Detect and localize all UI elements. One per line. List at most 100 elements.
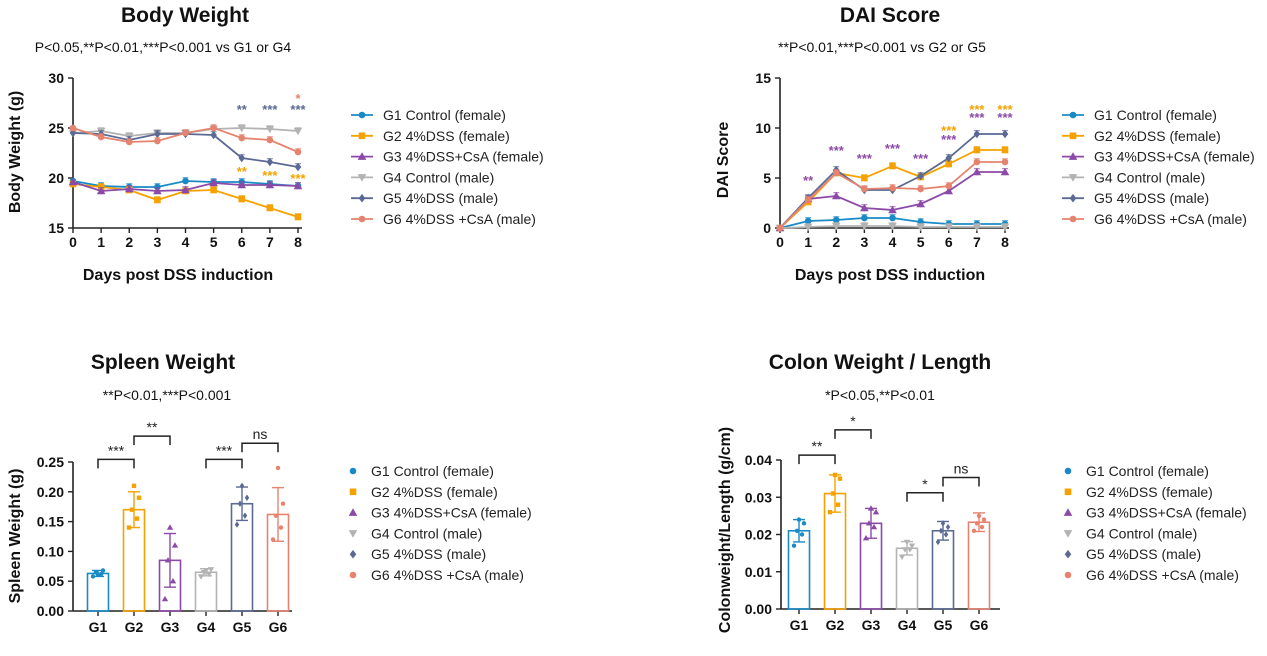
legend-marker — [1064, 488, 1072, 496]
legend-marker — [1063, 530, 1073, 538]
data-point — [832, 216, 840, 224]
data-point — [945, 182, 953, 190]
data-point — [972, 167, 982, 176]
data-point — [1000, 223, 1010, 232]
data-point — [945, 153, 953, 163]
data-point — [776, 224, 784, 232]
legend-entry: G3 4%DSS+CsA (female) — [383, 149, 544, 165]
data-point — [205, 571, 213, 578]
significance-bracket — [942, 476, 980, 487]
legend-entry: G1 Control (female) — [383, 107, 506, 123]
data-point — [238, 134, 246, 142]
y-tick-label: 0.03 — [745, 489, 772, 505]
data-point — [96, 186, 106, 195]
legend-marker — [1068, 174, 1078, 182]
x-tick-label: 1 — [804, 234, 812, 250]
data-point — [917, 171, 924, 181]
significance-label: *** — [885, 141, 901, 156]
legend-marker — [349, 549, 357, 559]
significance-label: *** — [290, 171, 306, 186]
significance-bracket — [241, 442, 279, 453]
data-point — [976, 513, 982, 519]
data-point — [129, 507, 135, 512]
data-point — [916, 199, 925, 208]
y-tick-label: 0.15 — [37, 514, 64, 530]
legend-entry: G6 4%DSS +CsA (male) — [383, 211, 536, 227]
significance-label: ns — [954, 461, 969, 477]
data-point — [973, 129, 981, 139]
bar — [895, 547, 919, 610]
data-point — [124, 184, 134, 193]
significance-label: * — [922, 476, 928, 492]
data-point — [181, 185, 190, 194]
chart-title: Spleen Weight — [91, 351, 235, 374]
chart-title: Colon Weight / Length — [769, 351, 991, 374]
significance-label: *** — [262, 102, 278, 117]
y-tick-label: 15 — [755, 70, 771, 86]
data-point — [837, 476, 843, 481]
data-point — [154, 196, 161, 204]
significance-bracket — [133, 435, 171, 446]
data-point — [154, 129, 161, 139]
x-tick-label: 0 — [69, 234, 77, 250]
data-point — [944, 186, 954, 195]
legend-marker — [358, 193, 366, 203]
significance-label: *** — [913, 151, 929, 166]
chart-subtitle: *P<0.05,**P<0.01 — [825, 387, 935, 403]
data-point — [265, 125, 275, 134]
y-tick-label: 0.20 — [37, 484, 64, 500]
significance-label: ** — [803, 173, 814, 188]
data-point — [906, 547, 914, 553]
data-point — [801, 521, 807, 526]
data-point — [273, 513, 279, 518]
significance-label: * — [295, 91, 301, 106]
significance-label: ** — [237, 102, 248, 117]
data-point — [794, 528, 800, 533]
x-tick-label: G6 — [269, 619, 288, 635]
x-tick-label: 1 — [97, 234, 105, 250]
legend-entry: G1 Control (female) — [371, 463, 494, 479]
x-tick-label: G6 — [970, 617, 989, 633]
bar — [967, 521, 991, 610]
y-tick-label: 0.10 — [37, 543, 64, 559]
data-point — [131, 483, 137, 489]
legend-entry: G4 Control (male) — [1094, 169, 1205, 185]
bar — [931, 529, 955, 610]
legend-marker — [1068, 152, 1078, 160]
data-point — [830, 491, 836, 496]
data-point — [870, 523, 878, 530]
y-tick-label: 0.00 — [745, 601, 772, 617]
data-point — [889, 214, 896, 222]
data-point — [278, 525, 284, 530]
x-tick-label: 2 — [832, 234, 840, 250]
x-tick-label: G5 — [934, 617, 953, 633]
dai-score-chart: DAI Score **P<0.01,***P<0.001 vs G2 or G… — [715, 4, 1255, 284]
data-point — [935, 538, 941, 546]
data-point — [182, 177, 189, 185]
data-point — [161, 595, 169, 602]
data-point — [889, 162, 896, 170]
significance-bracket — [906, 492, 944, 502]
significance-label: *** — [857, 151, 873, 166]
significance-bracket — [205, 458, 243, 469]
significance-label: *** — [290, 102, 306, 117]
significance-label: *** — [969, 110, 985, 125]
data-point — [242, 512, 248, 519]
data-point — [867, 505, 875, 511]
data-point — [294, 162, 302, 172]
data-point — [164, 557, 172, 563]
significance-label: ** — [812, 438, 823, 454]
significance-label: *** — [216, 442, 233, 458]
legend-marker — [357, 152, 367, 160]
data-point — [234, 521, 240, 528]
chart-subtitle: P<0.05,**P<0.01,***P<0.001 vs G1 or G4 — [35, 39, 292, 55]
data-point — [171, 542, 179, 548]
legend-marker — [358, 111, 366, 119]
data-point — [804, 217, 812, 225]
legend-marker — [1064, 549, 1072, 559]
significance-bracket — [798, 454, 836, 465]
data-point — [265, 180, 275, 189]
data-point — [207, 567, 215, 573]
data-point — [270, 537, 276, 542]
significance-label: * — [850, 413, 856, 429]
